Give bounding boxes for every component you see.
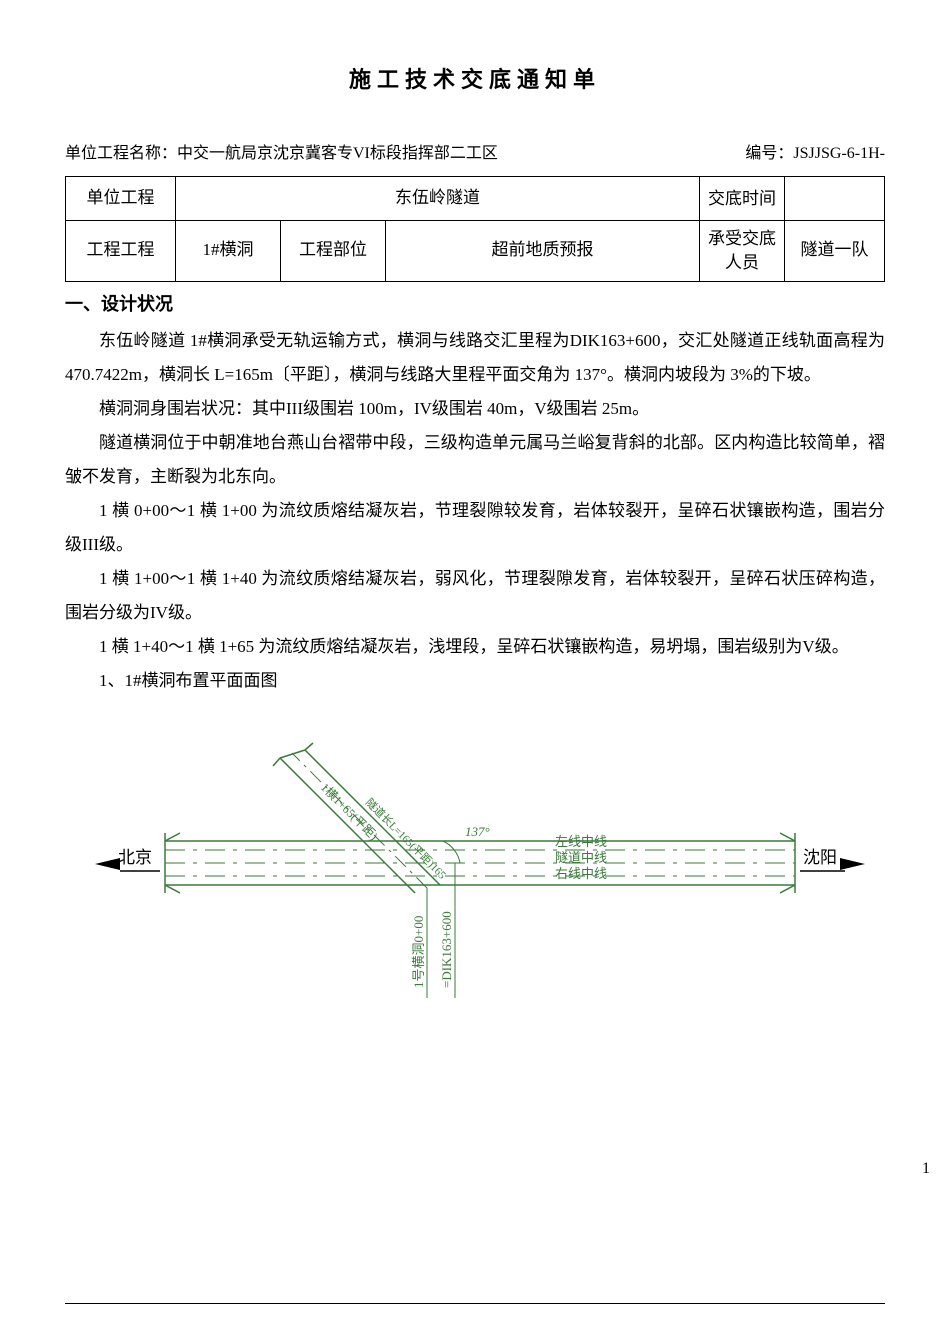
paragraph: 1 横 0+00～1 横 1+00 为流纹质熔结凝灰岩，节理裂隙较发育，岩体较裂…: [65, 494, 885, 562]
paragraph: 横洞洞身围岩状况：其中III级围岩 100m，IV级围岩 40m，V级围岩 25…: [65, 392, 885, 426]
plan-diagram: 北京 沈阳 左线中线 隧道中线 右线中线: [65, 728, 885, 1019]
left-portal-bot: [165, 885, 180, 893]
info-table: 单位工程 东伍岭隧道 交底时间 工程工程 1#横洞 工程部位 超前地质预报 承受…: [65, 176, 885, 281]
left-portal-top: [165, 833, 180, 841]
project-label: 工程工程: [66, 220, 176, 281]
left-arrow-icon: [95, 858, 120, 870]
cross-length-label-2: 隧道长L=165(平距)165: [363, 795, 450, 882]
left-line-label: 左线中线: [555, 834, 607, 849]
geology-forecast: 超前地质预报: [386, 220, 700, 281]
paragraph: 1 横 1+40～1 横 1+65 为流纹质熔结凝灰岩，浅埋段，呈碎石状镶嵌构造…: [65, 630, 885, 664]
angle-label: 137°: [465, 824, 490, 839]
station-label-1: 1号横洞0+00: [411, 916, 426, 988]
cross-tunnel-line-2: [305, 750, 440, 885]
project-name-label: 单位工程名称：中交一航局京沈京冀客专VI标段指挥部二工区: [65, 140, 745, 169]
tunnel-name: 东伍岭隧道: [176, 177, 700, 221]
right-portal-top: [780, 833, 795, 841]
page-number: 1: [922, 1155, 930, 1184]
paragraph: 隧道横洞位于中朝准地台燕山台褶带中段，三级构造单元属马兰峪复背斜的北部。区内构造…: [65, 426, 885, 494]
document-title: 施工技术交底通知单: [65, 60, 885, 100]
right-portal-bot: [780, 885, 795, 893]
tunnel-line-label: 隧道中线: [555, 850, 607, 865]
angle-arc: [443, 841, 460, 863]
document-number: 编号：JSJJSG-6-1H-: [745, 140, 885, 169]
paragraph: 东伍岭隧道 1#横洞承受无轨运输方式，横洞与线路交汇里程为DIK163+600，…: [65, 324, 885, 392]
person-label: 承受交底人员: [700, 220, 785, 281]
right-line-label: 右线中线: [555, 866, 607, 881]
paragraph: 1、1#横洞布置平面面图: [65, 664, 885, 698]
paragraph: 1 横 1+00～1 横 1+40 为流纹质熔结凝灰岩，弱风化，节理裂隙发育，岩…: [65, 562, 885, 630]
unit-project-label: 单位工程: [66, 177, 176, 221]
cross-portal-2: [305, 743, 313, 750]
subtitle-row: 单位工程名称：中交一航局京沈京冀客专VI标段指挥部二工区 编号：JSJJSG-6…: [65, 140, 885, 169]
time-value: [785, 177, 885, 221]
cross-tunnel-end: [280, 750, 305, 758]
footer-line: [65, 1303, 885, 1304]
table-row: 工程工程 1#横洞 工程部位 超前地质预报 承受交底人员 隧道一队: [66, 220, 885, 281]
beijing-label: 北京: [118, 848, 152, 867]
body-text: 东伍岭隧道 1#横洞承受无轨运输方式，横洞与线路交汇里程为DIK163+600，…: [65, 324, 885, 698]
right-arrow-icon: [840, 858, 865, 870]
section-heading: 一、设计状况: [65, 288, 885, 320]
time-label: 交底时间: [700, 177, 785, 221]
part-label: 工程部位: [281, 220, 386, 281]
diagram-svg: 北京 沈阳 左线中线 隧道中线 右线中线: [65, 728, 885, 1008]
shenyang-label: 沈阳: [803, 848, 837, 867]
cross-portal-1: [273, 758, 280, 766]
cross-tunnel: 1#横洞: [176, 220, 281, 281]
station-label-2: =DIK163+600: [439, 911, 454, 988]
team-name: 隧道一队: [785, 220, 885, 281]
table-row: 单位工程 东伍岭隧道 交底时间: [66, 177, 885, 221]
